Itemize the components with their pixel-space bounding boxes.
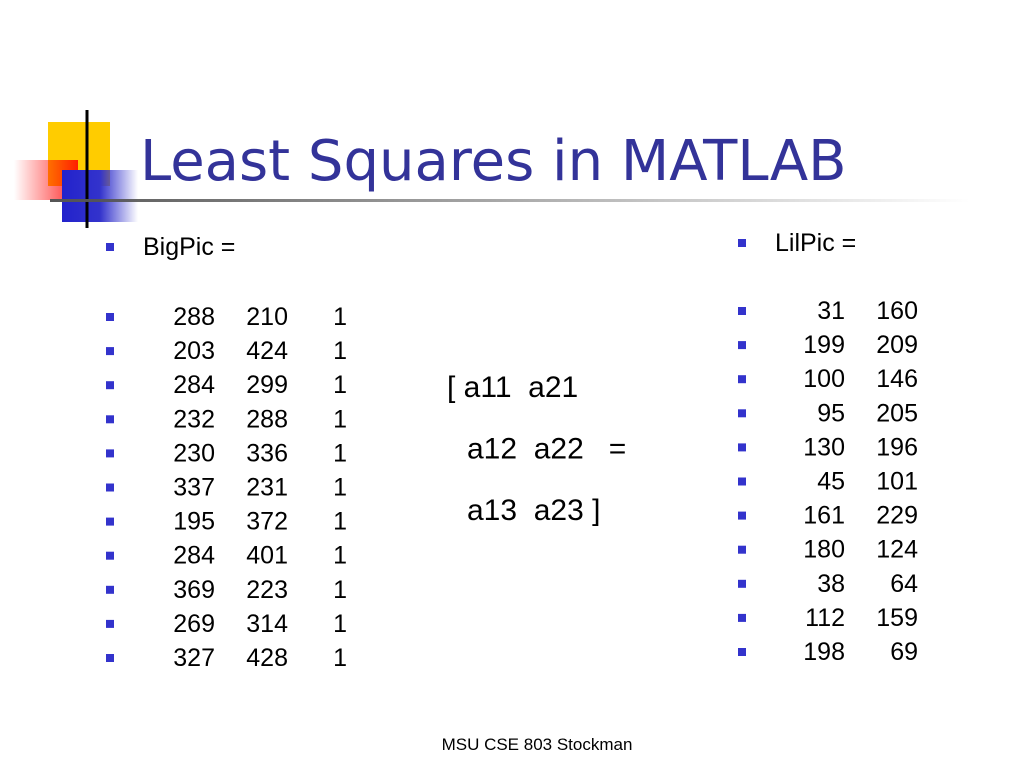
list-label: LilPic = xyxy=(775,229,856,257)
cell: 100 xyxy=(803,365,845,393)
matrix-line: a13 a23 ] xyxy=(467,494,600,527)
cell: 428 xyxy=(246,644,288,672)
list-label: BigPic = xyxy=(143,233,235,261)
cell: 31 xyxy=(817,297,845,325)
cell: 180 xyxy=(803,536,845,564)
cell: 38 xyxy=(817,570,845,598)
cell: 401 xyxy=(246,542,288,570)
bullet xyxy=(106,551,114,560)
bullet xyxy=(738,375,746,384)
cell: 1 xyxy=(333,439,347,467)
bullet xyxy=(106,415,114,424)
bullet xyxy=(738,409,746,418)
cell: 230 xyxy=(173,439,215,467)
cell: 112 xyxy=(805,604,845,632)
cell: 288 xyxy=(173,303,215,331)
cell: 195 xyxy=(173,508,215,536)
cell: 1 xyxy=(333,644,347,672)
cell: 1 xyxy=(333,371,347,399)
bullet xyxy=(106,619,114,628)
content: BigPic = 288 210 1 203 424 1 284 299 1 232 288 1 230 3… xyxy=(106,229,918,672)
cell: 45 xyxy=(817,468,845,496)
cell: 1 xyxy=(333,576,347,604)
cell: 1 xyxy=(333,474,347,502)
bullet xyxy=(106,313,114,321)
cell: 1 xyxy=(333,303,347,331)
cell: 1 xyxy=(333,405,347,433)
cell: 210 xyxy=(246,303,288,331)
cell: 64 xyxy=(890,570,918,598)
bullet xyxy=(738,579,746,588)
cell: 369 xyxy=(173,576,215,604)
cell: 69 xyxy=(890,638,918,666)
bullet xyxy=(106,449,114,458)
bullet xyxy=(106,347,114,356)
cell: 159 xyxy=(876,604,918,632)
cell: 203 xyxy=(173,337,215,365)
cell: 223 xyxy=(246,576,288,604)
cell: 161 xyxy=(803,502,845,530)
cell: 160 xyxy=(876,297,918,325)
bullet xyxy=(738,239,746,247)
bullet xyxy=(106,585,114,594)
cell: 199 xyxy=(803,331,845,359)
bullet xyxy=(738,443,746,452)
cell: 205 xyxy=(876,399,918,427)
cell: 130 xyxy=(803,433,845,461)
cell: 314 xyxy=(246,610,288,638)
bullet xyxy=(738,511,746,520)
bullet xyxy=(106,243,114,251)
cell: 284 xyxy=(173,542,215,570)
cell: 232 xyxy=(173,405,215,433)
cell: 196 xyxy=(876,433,918,461)
cell: 336 xyxy=(246,439,288,467)
matrix-line: [ a11 a21 xyxy=(447,371,578,404)
cell: 1 xyxy=(333,542,347,570)
cell: 124 xyxy=(876,536,918,564)
title-rule xyxy=(50,199,970,202)
cell: 146 xyxy=(876,365,918,393)
bullet xyxy=(738,545,746,554)
title: Least Squares in MATLAB xyxy=(140,129,847,194)
cell: 95 xyxy=(817,399,845,427)
cell: 229 xyxy=(876,502,918,530)
cell: 209 xyxy=(876,331,918,359)
cell: 1 xyxy=(333,337,347,365)
cell: 299 xyxy=(246,371,288,399)
cell: 424 xyxy=(246,337,288,365)
cell: 284 xyxy=(173,371,215,399)
bullet xyxy=(106,517,114,526)
bullet xyxy=(738,307,746,315)
cell: 337 xyxy=(173,474,215,502)
footer: MSU CSE 803 Stockman xyxy=(442,735,633,754)
bullet xyxy=(738,613,746,622)
bullet xyxy=(738,341,746,350)
cell: 269 xyxy=(173,610,215,638)
logo-decoration xyxy=(14,110,138,228)
cell: 288 xyxy=(246,405,288,433)
cell: 327 xyxy=(173,644,215,672)
bullet xyxy=(106,381,114,390)
bullet xyxy=(106,483,114,492)
cell: 198 xyxy=(803,638,845,666)
cell: 372 xyxy=(246,508,288,536)
matrix-line: a12 a22 = xyxy=(467,433,626,466)
cell: 1 xyxy=(333,508,347,536)
bullet xyxy=(106,654,114,662)
cell: 231 xyxy=(246,474,288,502)
cell: 101 xyxy=(876,468,918,496)
cell: 1 xyxy=(333,610,347,638)
bullet xyxy=(738,648,746,656)
bullet xyxy=(738,477,746,486)
